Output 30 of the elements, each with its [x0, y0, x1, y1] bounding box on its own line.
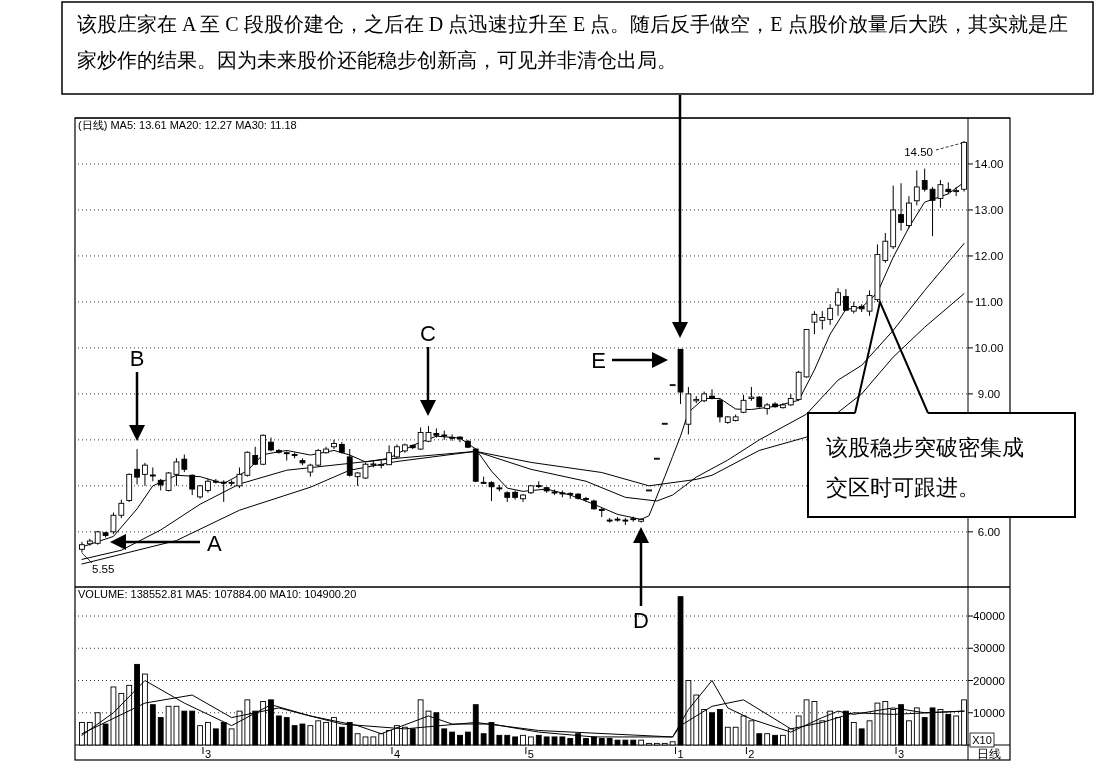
y-tick-label: 11.00 [975, 295, 1003, 308]
annotation: 该股稳步突破密集成交区时可跟进。 [826, 435, 1024, 500]
annotation: D [633, 608, 649, 633]
y-tick-label: 10.00 [974, 341, 1004, 354]
annotation: 5.55 [92, 563, 115, 575]
annotation: E [591, 348, 606, 373]
text: X10 [972, 734, 992, 746]
x-tick-label: 3 [897, 748, 905, 760]
x-tick-label: 1 [677, 748, 684, 760]
y-tick-label: 40000 [973, 610, 1005, 623]
y-tick-label: 30000 [973, 642, 1005, 655]
x-tick-label: 3 [204, 748, 212, 760]
y-tick-label: 13.00 [974, 203, 1004, 216]
chart-subtitle: (日线) MA5: 13.61 MA20: 12.27 MA30: 11.18 [78, 119, 297, 131]
x-tick-label: 2 [748, 748, 755, 760]
x-tick-label: 4 [393, 748, 401, 760]
annotation: C [420, 321, 437, 346]
annotation: 14.50 [904, 146, 933, 158]
annotation: A [207, 531, 222, 556]
y-tick-label: 20000 [973, 674, 1005, 687]
y-tick-label: 9.00 [977, 387, 1001, 400]
chart-title: 该股庄家在 A 至 C 段股价建仓，之后在 D 点迅速拉升至 E 点。随后反手做空，E 点股价放量后大跌，其实就是庄家炒作的结果。因为未来股价还能稳步创新高，可见并非清仓出局。 [77, 13, 1068, 71]
y-tick-label: 12.00 [974, 249, 1004, 262]
text: 日线 [977, 747, 1001, 761]
annotation: B [129, 346, 145, 371]
x-tick-label: 5 [527, 748, 534, 760]
chart-title: VOLUME: 138552.81 MA5: 107884.00 MA10: 104900.20 [78, 588, 357, 600]
y-tick-label: 14.00 [974, 157, 1004, 170]
y-tick-label: 6.00 [977, 525, 1001, 538]
y-tick-label: 10000 [973, 706, 1005, 719]
